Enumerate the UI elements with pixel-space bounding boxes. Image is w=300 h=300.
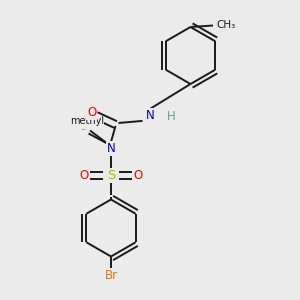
Text: methyl: methyl — [82, 129, 86, 130]
Text: O: O — [80, 169, 88, 182]
Text: Br: Br — [104, 269, 118, 282]
Text: methyl: methyl — [70, 116, 104, 126]
Text: N: N — [106, 142, 116, 155]
Text: O: O — [134, 169, 142, 182]
Text: CH₃: CH₃ — [216, 20, 235, 31]
Text: S: S — [107, 169, 115, 182]
Text: H: H — [167, 110, 175, 124]
Text: N: N — [146, 109, 154, 122]
Text: O: O — [87, 106, 96, 119]
